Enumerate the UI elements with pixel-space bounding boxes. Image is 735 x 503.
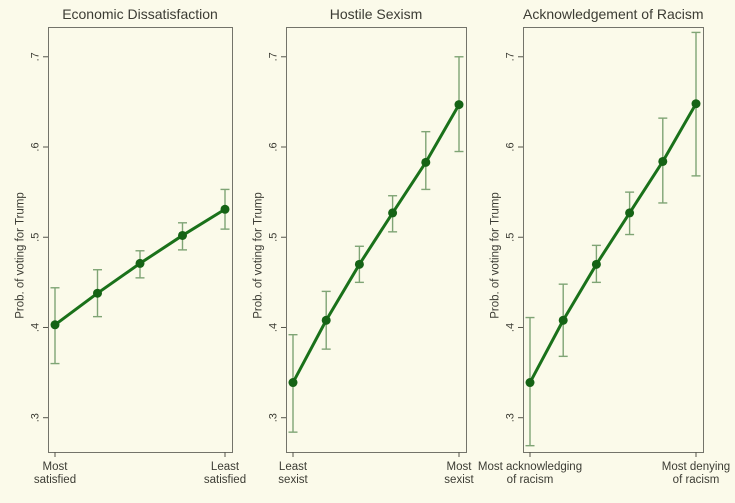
data-point [558, 315, 568, 325]
data-point [321, 315, 331, 325]
x-tick-label: sexist [278, 474, 308, 486]
y-tick-label: .7 [268, 52, 280, 61]
data-point [454, 100, 464, 110]
data-point [625, 208, 635, 218]
x-tick-label: Most denying [662, 461, 730, 473]
y-tick-label: .4 [268, 323, 280, 332]
x-tick-label: satisfied [34, 474, 76, 486]
data-point [135, 258, 145, 268]
panel-border [48, 27, 233, 453]
x-tick-label: Most [447, 461, 473, 473]
data-point [50, 320, 60, 330]
data-point [93, 288, 102, 298]
panel-title-economic-dissatisfaction: Economic Dissatisfaction [62, 6, 218, 22]
x-tick-label: of racism [507, 474, 554, 486]
y-tick-label: .7 [30, 52, 42, 61]
x-tick-label: Least [211, 461, 240, 473]
y-tick-label: .3 [505, 413, 517, 422]
x-tick-label: Most acknowledging [478, 461, 582, 473]
y-axis-title-panel-1: Prob. of voting for Trump [14, 192, 27, 319]
data-point [388, 208, 398, 218]
data-point [658, 156, 668, 166]
panel-border [523, 27, 704, 453]
x-tick-label: Most [43, 461, 69, 473]
trend-line [291, 103, 461, 385]
data-point [421, 157, 431, 167]
y-tick-label: .5 [505, 233, 517, 242]
y-tick-label: .4 [505, 323, 517, 332]
y-axis-title-panel-3: Prob. of voting for Trump [489, 192, 502, 319]
y-tick-label: .5 [268, 233, 280, 242]
data-point [220, 204, 230, 214]
y-tick-label: .6 [268, 142, 280, 151]
y-tick-label: .3 [268, 413, 280, 422]
y-tick-label: .3 [30, 413, 42, 422]
x-tick-label: sexist [444, 474, 474, 486]
y-tick-label: .7 [505, 52, 517, 61]
panel-title-hostile-sexism: Hostile Sexism [329, 6, 423, 22]
y-tick-label: .5 [30, 233, 42, 242]
data-point [354, 259, 364, 269]
x-tick-label: of racism [673, 474, 720, 486]
data-point [691, 99, 701, 109]
x-tick-label: Least [279, 461, 308, 473]
data-point [288, 378, 298, 388]
data-point [178, 230, 187, 240]
trend-line [528, 102, 698, 385]
y-tick-label: .6 [505, 142, 517, 151]
x-tick-label: satisfied [204, 474, 246, 486]
y-tick-label: .6 [30, 142, 42, 151]
y-tick-label: .4 [30, 323, 42, 332]
data-point [525, 378, 535, 388]
data-point [591, 259, 601, 269]
panel-title-acknowledgement-of-racism: Acknowledgement of Racism [523, 6, 704, 22]
panel-border [286, 27, 467, 453]
y-axis-title-panel-2: Prob. of voting for Trump [252, 192, 265, 319]
